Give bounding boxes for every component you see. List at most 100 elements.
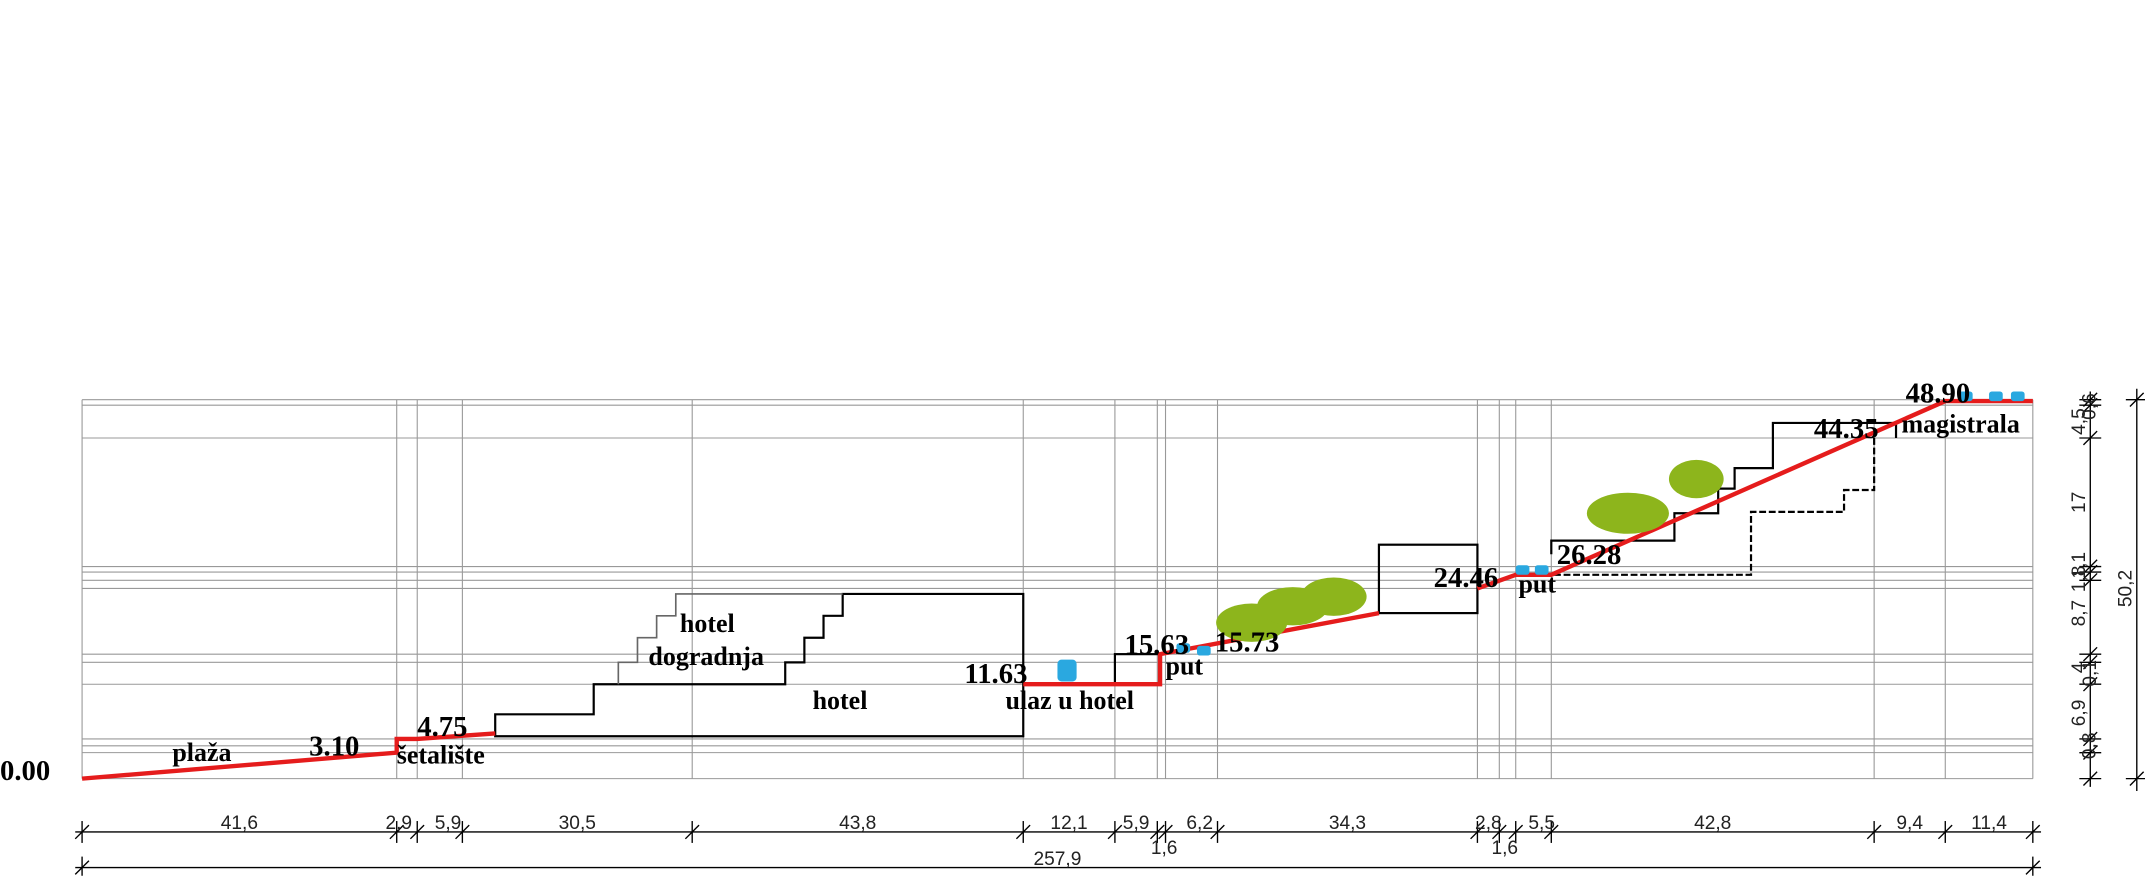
dimension-tick xyxy=(2082,397,2098,413)
dimension-tick xyxy=(2082,676,2098,692)
elevation-label: 15.63 xyxy=(1124,629,1189,661)
dimension-tick xyxy=(1866,824,1882,840)
car xyxy=(1534,565,1549,575)
building-box xyxy=(1377,543,1479,615)
elevation-label: 15.73 xyxy=(1215,626,1280,658)
dimension-tick xyxy=(2025,824,2041,840)
dimension-label: 11,4 xyxy=(1971,813,2007,834)
dimension-label: 30,5 xyxy=(559,813,596,834)
car xyxy=(1176,643,1191,653)
dimension-label: 6,9 xyxy=(2069,700,2090,727)
elevation-label: 4.75 xyxy=(417,711,467,743)
place-label: šetalište xyxy=(397,741,485,770)
car xyxy=(1515,565,1530,575)
place-label: dogradnja xyxy=(648,642,764,671)
elevation-label: 0.00 xyxy=(0,755,50,787)
upper-building-dashed xyxy=(1515,438,1876,576)
dimension-tick xyxy=(1158,824,1173,840)
dimension-tick xyxy=(1210,824,1225,840)
dimension-tick xyxy=(2025,860,2041,875)
dimension-tick xyxy=(2129,392,2145,408)
trees xyxy=(1216,459,1724,642)
dimension-label: 0,1 xyxy=(2080,660,2101,687)
dimension-tick xyxy=(2082,392,2098,408)
car xyxy=(2010,391,2025,402)
dimension-label: 1,6 xyxy=(1491,838,1518,859)
dimension-tick xyxy=(74,824,90,840)
dimension-tick xyxy=(389,824,405,840)
dimension-tick xyxy=(2082,655,2098,670)
place-label: magistrala xyxy=(1901,410,2019,439)
car xyxy=(1057,659,1077,682)
dimension-tick xyxy=(2082,646,2098,662)
dimension-tick xyxy=(1491,824,1507,840)
dimension-label: 41,6 xyxy=(221,813,258,834)
dimension-tick xyxy=(2129,771,2145,786)
dimension-label: 8,7 xyxy=(2069,600,2090,627)
car xyxy=(1196,645,1211,656)
dimension-tick xyxy=(2082,430,2098,446)
dimension-tick xyxy=(1937,824,1953,840)
dimension-label: 12,1 xyxy=(1050,813,1087,834)
dimension-label: 2,8 xyxy=(1475,813,1502,834)
upper-building xyxy=(1550,421,1898,555)
place-label: put xyxy=(1166,652,1204,681)
tree xyxy=(1668,459,1724,499)
dimension-label: 5,9 xyxy=(1123,813,1150,834)
dimension-tick xyxy=(2082,572,2098,588)
place-label: ulaz u hotel xyxy=(1005,686,1134,715)
elevation-label: 11.63 xyxy=(964,658,1027,690)
cars xyxy=(1057,391,2025,682)
dimension-tick xyxy=(684,824,700,840)
hotel-outline xyxy=(494,592,1025,738)
dimension-label: 4,5 xyxy=(2069,408,2090,435)
elevation-label: 24.46 xyxy=(1434,562,1499,594)
dimension-tick xyxy=(2082,745,2098,760)
dimension-label: 1,1 xyxy=(2069,552,2090,579)
labels: 0.00 3.10 4.75 11.63 15.63 15.73 24.46 26.28 44.… xyxy=(0,377,2020,787)
place-label: plaža xyxy=(172,738,231,767)
place-label: hotel xyxy=(680,609,735,638)
elevation-label: 44.35 xyxy=(1814,413,1879,445)
grid xyxy=(81,399,2034,780)
place-label: put xyxy=(1518,570,1556,599)
dimension-tick xyxy=(2082,771,2098,786)
dimension-tick xyxy=(1015,824,1031,840)
terrain-line xyxy=(81,398,2033,781)
dimension-tick xyxy=(1470,824,1485,840)
dimension-label: 1,8 xyxy=(2069,566,2090,593)
dimension-tick xyxy=(1543,824,1559,840)
dimension-label: 6,2 xyxy=(1186,813,1213,834)
dimension-label: 50,2 xyxy=(2115,570,2136,607)
dimension-label: 17 xyxy=(2069,492,2090,513)
dimension-tick xyxy=(2082,564,2098,580)
dimensions: 41,6 2,9 5,9 30,5 43,8 12,1 5,9 1,6 6,2 34,3 2,8 1,… xyxy=(74,388,2145,876)
dimension-tick xyxy=(1107,824,1123,840)
tree xyxy=(1586,492,1669,534)
dimension-tick xyxy=(1508,824,1524,840)
extension-outline xyxy=(617,593,843,685)
dimension-label: 42,8 xyxy=(1694,813,1731,834)
dimension-label: 0,8 xyxy=(2080,732,2101,759)
elevation-label: 3.10 xyxy=(309,730,359,762)
dimension-tick xyxy=(2082,559,2098,574)
dimension-label: 2,9 xyxy=(385,813,412,834)
car xyxy=(1958,391,1973,402)
dimension-tick xyxy=(2082,731,2098,747)
elevation-label: 48.90 xyxy=(1906,377,1971,409)
dimension-label: 34,3 xyxy=(1329,813,1366,834)
dimension-tick xyxy=(1149,824,1165,840)
dimension-tick xyxy=(455,824,470,840)
dimension-label: 0,6 xyxy=(2080,393,2101,420)
dimension-label: 5,9 xyxy=(435,813,462,834)
dimension-tick xyxy=(74,860,90,875)
dimension-tick xyxy=(409,824,425,840)
dimension-label: 43,8 xyxy=(839,813,876,834)
car xyxy=(1989,391,2003,402)
tree xyxy=(1300,577,1367,616)
dimension-label: 4 xyxy=(2069,662,2090,673)
place-label: hotel xyxy=(813,686,868,715)
dimension-label: 9,4 xyxy=(1896,813,1923,834)
